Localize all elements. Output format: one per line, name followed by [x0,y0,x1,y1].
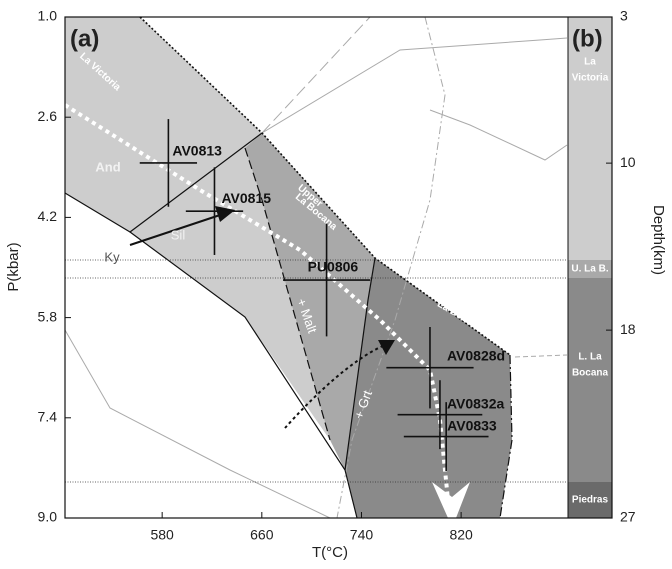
panel-label: (b) [572,25,603,52]
column-upper-la-bocana [568,260,612,278]
sample-label: AV0832a [447,395,505,411]
reaction-label: Sil [171,227,186,242]
boundary [244,147,331,441]
x-tick-label: 820 [449,527,473,543]
sample-label: AV0815 [221,190,271,206]
y2-tick-label: 10 [620,154,636,170]
column-label: L. La [578,352,602,363]
y-tick-label: 5.8 [38,308,58,324]
arrowhead [215,206,235,222]
y-tick-label: 4.2 [38,208,58,224]
path-arrow [284,344,386,429]
geotherm [63,103,450,501]
y-tick-label: 7.4 [38,409,58,425]
y2-tick-label: 3 [620,8,628,24]
reaction-label: And [95,159,120,174]
column-label: La [584,57,596,68]
sample-label: AV0833 [447,417,497,433]
column-lower-la-bocana [568,278,612,482]
y-axis-label: P(kbar) [5,242,22,291]
column-piedras [568,482,612,518]
panel-label: (a) [70,25,99,52]
reaction-line [261,16,371,134]
column-label: Piedras [572,495,609,506]
plot-frame [64,16,613,519]
reaction-lines [64,16,568,519]
x-tick-label: 580 [150,527,174,543]
column-label: Victoria [572,73,609,84]
column-la-victoria [568,17,612,260]
y-tick-label: 9.0 [38,509,58,525]
column-label: U. La B. [571,264,608,275]
field-dark [345,258,512,518]
y2-tick-label: 27 [620,509,636,525]
arrowhead [378,340,395,355]
reaction-label: + Crd [321,162,353,197]
field-medium [245,133,375,470]
reaction-line [336,16,446,519]
y2-tick-label: 18 [620,321,636,337]
x-tick-label: 740 [350,527,374,543]
boundary [344,257,376,471]
sample-label: PU0806 [308,259,359,275]
y-tick-label: 2.6 [38,108,58,124]
reaction-line [514,354,568,358]
boundary [129,231,358,519]
reaction-label: Ky [104,249,120,264]
reaction-label: - Bt [516,425,534,448]
sample-label: AV0813 [172,143,222,159]
white-arrowhead [432,482,470,518]
reaction-line [261,37,568,134]
x-axis-label: T(°C) [312,544,348,561]
boundary [139,16,511,356]
column-label: Bocana [572,368,609,379]
boundary [499,354,513,519]
x-tick-label: 660 [250,527,274,543]
y-tick-label: 1.0 [38,8,58,24]
field-light [65,17,330,440]
reaction-line [429,109,568,161]
boundaries [64,16,513,519]
reaction-line [64,329,331,519]
ky-arrow [129,214,221,246]
y2-axis-label: Depth(km) [650,205,667,275]
sample-label: AV0828d [447,347,505,363]
